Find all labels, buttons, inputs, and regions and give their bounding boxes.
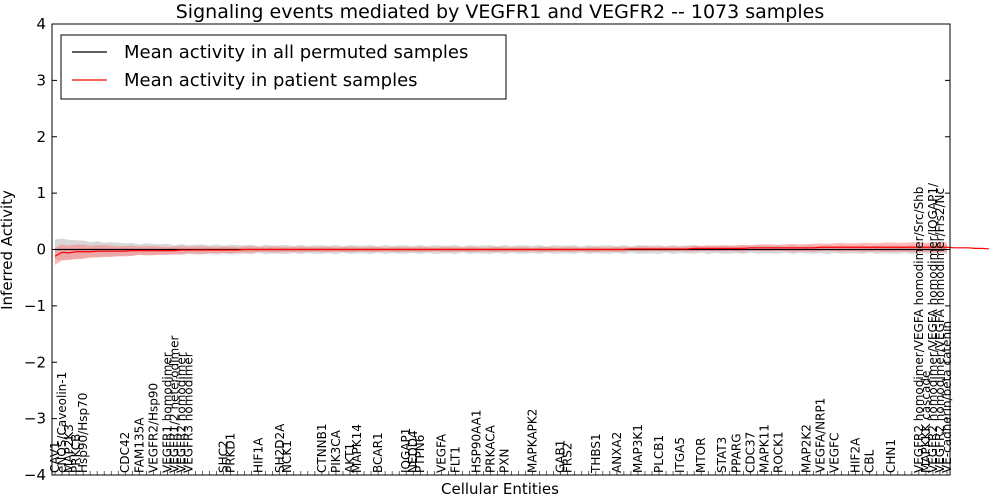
x-tick-label: CHN1 (884, 439, 898, 473)
x-tick-label: CDC42 (118, 432, 132, 473)
x-tick-label: IQGAP1 (399, 428, 413, 473)
x-tick-label: MAP2K3 (62, 424, 76, 473)
x-tick-label: ITGA5 (673, 437, 687, 473)
x-tick-label: VEGFR3 homodimer (181, 352, 195, 473)
x-tick-label: FRS2 (561, 443, 575, 474)
x-tick-label: PTPN6 (413, 435, 427, 473)
legend: Mean activity in all permuted samples Me… (60, 34, 507, 100)
y-tick-label: 0 (36, 241, 46, 259)
y-tick-label: 4 (36, 15, 46, 33)
confidence-bands (55, 238, 947, 266)
x-tick-label: VEGFR2 homodimer/VEGFA homodimer/Src/Shb (912, 187, 926, 473)
x-tick-label: VE-cadherin/beta catenin (940, 321, 954, 473)
x-tick-label: SHC2 (217, 440, 231, 473)
x-tick-label: PXN (498, 449, 512, 473)
x-tick-label: BCAR1 (371, 432, 385, 473)
x-tick-label: MAP2K2 (800, 424, 814, 473)
x-tick-label: MAPKAPK2 (526, 409, 540, 473)
y-tick-label: −4 (24, 466, 46, 484)
patient-band (55, 241, 947, 266)
x-tick-label: VEGFR2/Hsp90 (146, 383, 160, 473)
plot-area-frame (51, 23, 951, 476)
x-tick-label: HIF2A (849, 437, 863, 473)
chart-title: Signaling events mediated by VEGFR1 and … (176, 1, 824, 23)
x-tick-label: VEGFA/NRP1 (814, 398, 828, 473)
x-tick-label: MAP3K1 (631, 424, 645, 473)
x-tick-label: eNOS/Caveolin-1 (55, 372, 69, 473)
x-tick-label: AKT1 (343, 443, 357, 473)
x-axis-label: Cellular Entities (441, 480, 559, 498)
x-tick-label: ANXA2 (610, 432, 624, 473)
x-tick-label: PLCB1 (652, 435, 666, 473)
x-tick-label: NCK1 (280, 440, 294, 473)
x-tick-label: MAPKKK cascade (919, 371, 933, 473)
series-line-patient (54, 246, 990, 257)
y-axis-ticks: −4 −3 −2 −1 0 1 2 3 4 (24, 15, 950, 484)
x-tick-label: VEGFC (828, 433, 842, 473)
x-tick-label: STAT3 (715, 437, 729, 473)
y-tick-label: −2 (24, 353, 46, 371)
x-tick-labels: CAV1eNOS/Caveolin-1MAP2K3PRKCBHsp90/Hsp7… (48, 182, 954, 475)
x-tick-label: VEGFR2 homodimer (174, 352, 188, 473)
x-tick-label: VEGFR1 homodimer (160, 352, 174, 473)
x-tick-label: GAB1 (554, 440, 568, 473)
x-tick-label: HIF1A (252, 437, 266, 473)
legend-label-patient: Mean activity in patient samples (124, 70, 418, 91)
x-tick-label: THBS1 (589, 433, 603, 474)
x-tick-label: VEGFR2 homodimer/VEGFA homodimer/Frs2/Nc (933, 188, 947, 473)
y-axis-label: Inferred Activity (0, 190, 16, 310)
y-tick-label: −1 (24, 297, 46, 315)
y-tick-label: −3 (24, 410, 46, 428)
x-tick-label: CTNNB1 (315, 423, 329, 473)
legend-label-permuted: Mean activity in all permuted samples (124, 42, 468, 63)
x-tick-label: FLT1 (448, 446, 462, 473)
x-tick-label: CBL (863, 449, 877, 473)
y-tick-label: 3 (36, 71, 46, 89)
x-tick-label: VEGFR1/2 heterodimer (167, 335, 181, 473)
x-tick-label: VEGFR2 homodimer/VEGFA homodimer/IQGAP1/ (926, 182, 940, 473)
y-tick-label: 2 (36, 128, 46, 146)
x-tick-label: VEGFA (434, 433, 448, 473)
x-tick-label: CDC37 (743, 432, 757, 473)
x-tick-label: PPARG (729, 433, 743, 473)
x-tick-label: SH2D2A (273, 423, 287, 473)
x-tick-label: PIK3CA (329, 429, 343, 473)
x-tick-label: PRKCB (69, 434, 83, 473)
x-tick-label: PRKACA (483, 424, 497, 473)
x-tick-label: MAPK11 (757, 424, 771, 473)
x-tick-label: MAPK14 (350, 424, 364, 473)
x-tick-label: Hsp90/Hsp70 (76, 393, 90, 473)
legend-box (60, 34, 507, 100)
x-tick-label: ROCK1 (771, 431, 785, 473)
series-lines (54, 246, 990, 257)
x-tick-label: HSP90AA1 (469, 409, 483, 473)
x-tick-label: PRKD1 (224, 433, 238, 473)
y-tick-label: 1 (36, 184, 46, 202)
x-tick-label: NEDD4 (406, 430, 420, 473)
x-tick-label: MTOR (694, 438, 708, 473)
x-tick-label: FAM135A (132, 417, 146, 473)
